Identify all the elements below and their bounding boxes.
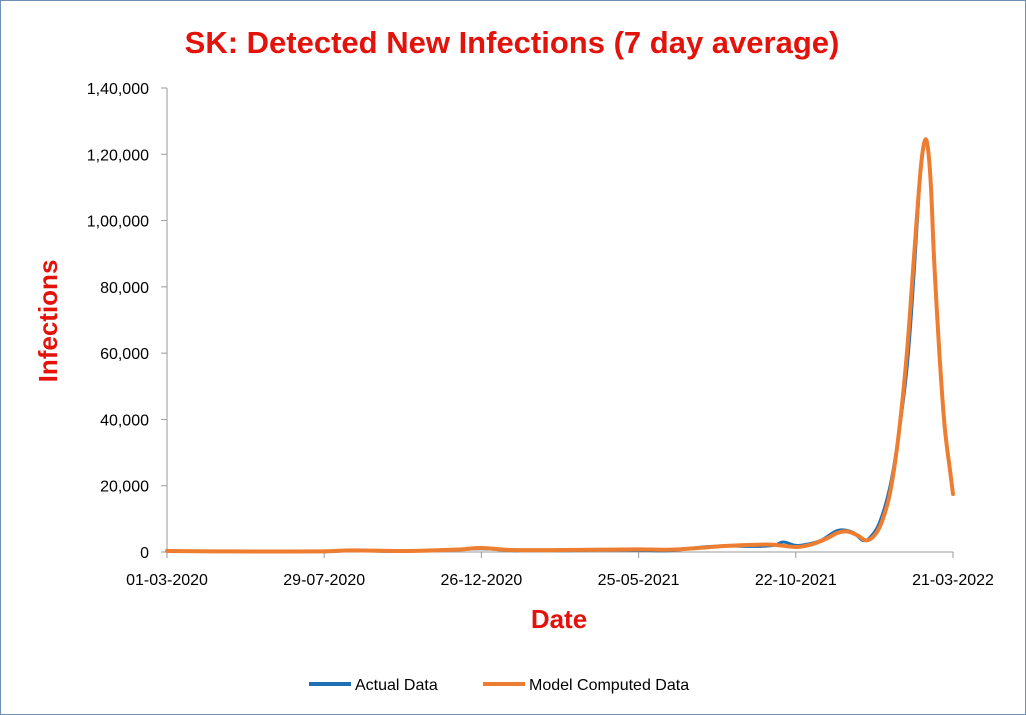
y-tick-label: 40,000: [100, 412, 149, 429]
legend: Actual Data Model Computed Data: [309, 677, 689, 694]
legend-item-actual-data: Actual Data: [309, 677, 438, 694]
y-axis-title: Infections: [33, 260, 63, 383]
actual-data-line: [165, 146, 926, 554]
legend-item-model-computed-data: Model Computed Data: [483, 677, 689, 694]
legend-label: Model Computed Data: [529, 677, 689, 694]
y-tick-label: 0: [140, 545, 149, 562]
y-axis: 0 20,000 40,000 60,000 80,000 1,00,000 1,20,00…: [87, 81, 168, 562]
y-tick-label: 80,000: [100, 280, 149, 297]
legend-label: Actual Data: [355, 677, 438, 694]
y-tick-label: 20,000: [100, 479, 149, 496]
y-tick-label: 60,000: [100, 346, 149, 363]
x-tick-label: 25-05-2021: [598, 572, 680, 589]
x-axis-title: Date: [531, 604, 587, 634]
x-tick-label: 26-12-2020: [440, 572, 522, 589]
y-tick-label: 1,20,000: [87, 147, 149, 164]
model-computed-data-line: [165, 137, 955, 554]
x-tick-label: 22-10-2021: [755, 572, 837, 589]
x-tick-label: 01-03-2020: [126, 572, 208, 589]
x-axis: 01-03-2020 29-07-2020 26-12-2020 25-05-2021…: [126, 551, 994, 589]
series-lines: [165, 137, 955, 554]
y-tick-label: 1,00,000: [87, 214, 149, 231]
y-tick-label: 1,40,000: [87, 81, 149, 98]
x-tick-label: 29-07-2020: [283, 572, 365, 589]
x-tick-label: 21-03-2022: [912, 572, 994, 589]
chart-title: SK: Detected New Infections (7 day avera…: [185, 25, 840, 60]
